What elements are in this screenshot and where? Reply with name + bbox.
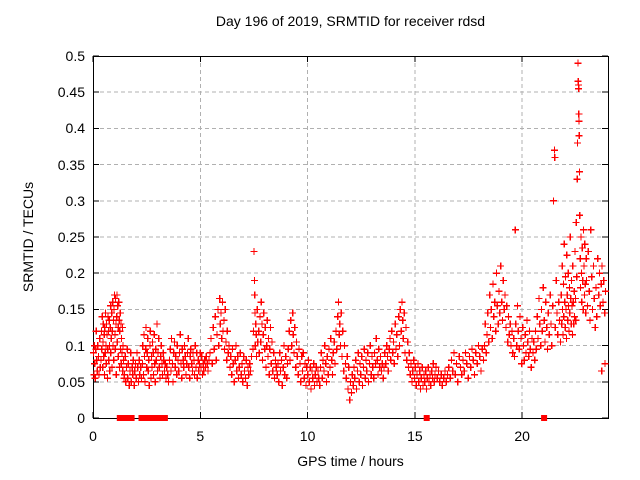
zero-flag-marker [423, 415, 430, 421]
y-tick-label: 0.25 [57, 229, 85, 245]
y-tick-label: 0.15 [57, 301, 85, 318]
chart-title: Day 196 of 2019, SRMTID for receiver rds… [215, 13, 486, 29]
zero-flag-marker [128, 415, 135, 421]
x-tick-label: 10 [299, 428, 316, 444]
plot-border [93, 56, 609, 419]
y-tick-label: 0.45 [57, 84, 85, 101]
y-tick-label: 0.2 [65, 265, 85, 282]
x-tick-label: 20 [514, 428, 530, 444]
data-points-zero-flags [116, 415, 548, 421]
x-tick-label: 5 [196, 428, 205, 444]
zero-flag-marker [541, 415, 548, 421]
y-tick-label: 0.35 [57, 156, 85, 173]
y-tick-label: 0.05 [57, 373, 85, 390]
zero-flag-marker [161, 415, 168, 421]
x-tick-label: 0 [89, 428, 97, 444]
y-tick-label: 0.5 [65, 48, 85, 64]
x-tick-label: 15 [407, 428, 423, 444]
x-axis-label: GPS time / hours [297, 453, 404, 469]
y-tick-label: 0.1 [65, 337, 85, 354]
y-tick-label: 0.4 [65, 120, 85, 137]
y-tick-label: 0 [77, 410, 85, 426]
data-points-srmtid [89, 59, 609, 404]
y-tick-label: 0.3 [65, 192, 85, 209]
